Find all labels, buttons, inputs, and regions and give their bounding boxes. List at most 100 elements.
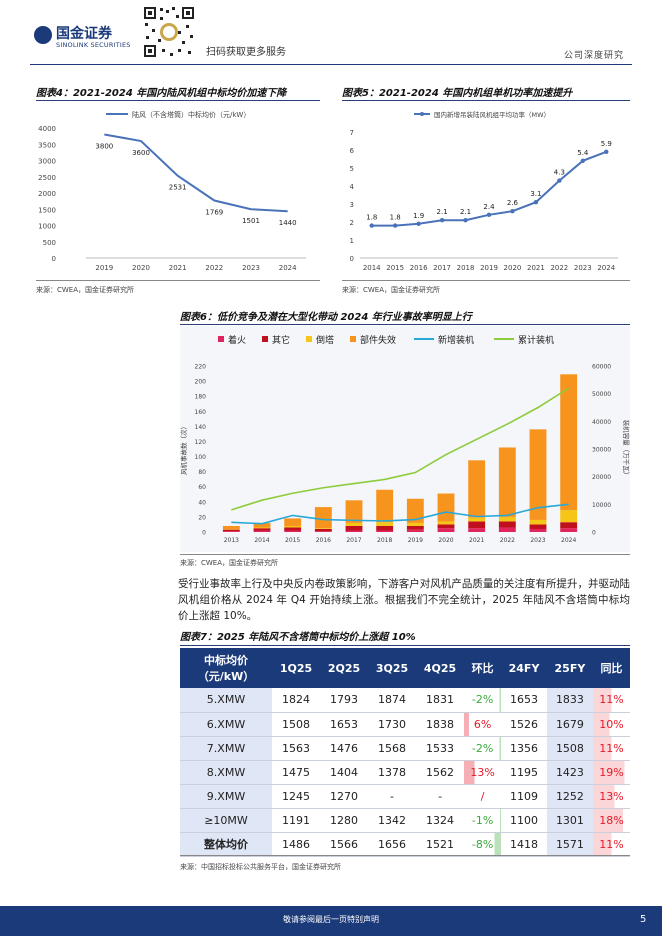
fig5-data-point (439, 218, 445, 223)
fig6-bar-segment (437, 524, 455, 529)
fig5-xtick-label: 2016 (410, 264, 428, 272)
fig6-bar-segment (222, 529, 240, 532)
fig4-ytick-label: 4000 (38, 125, 56, 133)
cell-label: 6.XMW (180, 712, 272, 737)
fig6-bar-segment (284, 530, 302, 532)
header-divider (30, 64, 632, 65)
cell-q4: 1831 (416, 688, 465, 713)
cell-q4: 1521 (416, 832, 465, 857)
cell-fy25: 1252 (546, 784, 593, 809)
figure5-chart: 国内新增吊装陆风机组平均功率（MW） 7 6 5 4 3 2 1 0 1.8 2014 1.8 2015… (350, 110, 618, 272)
fig6-bar-segment (314, 528, 332, 532)
cell-label: 5.XMW (180, 688, 272, 713)
fig6-ylabel-right: 装机容量（万千瓦） (622, 420, 630, 479)
figure7-bottom-rule (180, 855, 630, 856)
table-row: 8.XMW 1475 1404 1378 1562 13% 1195 1423 19% (180, 760, 630, 785)
qr-code-icon[interactable] (142, 5, 196, 59)
fig6-bar-segment (498, 447, 516, 517)
cell-fy25: 1679 (546, 712, 593, 737)
cell-q2: 1280 (320, 808, 369, 833)
fig4-xtick-label: 2024 (279, 264, 297, 272)
fig6-line-series (231, 503, 569, 525)
cell-qoq: 6% (464, 712, 502, 737)
cell-fy25: 1571 (546, 832, 593, 857)
figure7-rule (180, 645, 630, 646)
fig6-legend-swatch (306, 336, 312, 342)
fig6-legend-swatch (262, 336, 268, 342)
cell-q3: 1730 (368, 712, 417, 737)
fig6-bar-segment (253, 527, 271, 529)
cell-yoy: 19% (592, 760, 630, 785)
price-table: 中标均价（元/kW） 1Q25 2Q25 3Q25 4Q25 环比 24FY 2… (180, 648, 630, 857)
cell-label: 9.XMW (180, 784, 272, 809)
fig6-bar-segment (560, 510, 578, 523)
cell-label: 整体均价 (180, 832, 272, 857)
fig5-xtick-label: 2023 (574, 264, 592, 272)
fig6-ytick-left: 160 (195, 409, 207, 416)
fig5-xtick-label: 2021 (527, 264, 545, 272)
table-row: 整体均价 1486 1566 1656 1521 -8% 1418 1571 11% (180, 832, 630, 857)
fig5-xtick-label: 2015 (386, 264, 404, 272)
figure6-chart: 着火 其它 倒塔 部件失效 新增装机 累计装机2202001801601401201008… (180, 326, 630, 552)
fig4-ytick-label: 3000 (38, 158, 56, 166)
fig6-bar-segment (345, 525, 363, 531)
fig6-bar-segment (437, 493, 455, 522)
fig6-bar-segment (253, 530, 271, 532)
fig6-bar-segment (560, 528, 578, 532)
fig5-ytick-label: 1 (350, 237, 354, 245)
fig5-xtick-label: 2020 (504, 264, 522, 272)
cell-qoq: 13% (464, 760, 502, 785)
fig5-xtick-label: 2019 (480, 264, 498, 272)
cell-q3: 1874 (368, 688, 417, 713)
table-header-row: 中标均价（元/kW） 1Q25 2Q25 3Q25 4Q25 环比 24FY 2… (180, 648, 630, 688)
fig6-ytick-left: 80 (198, 469, 206, 476)
figure4-title: 图表4：2021-2024 年国内陆风机组中标均价加速下降 (36, 88, 287, 99)
fig6-xtick-label: 2016 (316, 537, 331, 544)
fig6-xtick-label: 2015 (285, 537, 300, 544)
fig6-bar-segment (468, 517, 486, 522)
fig6-ytick-right: 30000 (592, 447, 611, 454)
cell-q4: - (416, 784, 465, 809)
fig6-bar-segment (345, 522, 363, 526)
fig5-data-label: 1.8 (390, 214, 401, 222)
fig6-bar-segment (314, 507, 332, 529)
table-row: 7.XMW 1563 1476 1568 1533 -2% 1356 1508 11% (180, 736, 630, 761)
cell-q2: 1404 (320, 760, 369, 785)
fig6-bar-segment (253, 528, 271, 531)
cell-fy24: 1418 (501, 832, 547, 857)
fig6-xtick-label: 2021 (469, 537, 484, 544)
figure5-rule (342, 100, 630, 101)
cell-qoq: / (464, 784, 502, 809)
fig5-data-label: 5.4 (577, 149, 589, 157)
figure5-title: 图表5：2021-2024 年国内机组单机功率加速提升 (342, 88, 573, 99)
col-header-3q25: 3Q25 (368, 648, 417, 688)
fig4-legend-label: 陆风（不含塔筒）中标均价（元/kW） (132, 110, 250, 119)
fig6-ytick-left: 120 (195, 439, 207, 446)
cell-qoq: -2% (464, 688, 502, 713)
fig6-bar-segment (284, 518, 302, 526)
fig6-bar-segment (529, 528, 547, 532)
cell-yoy: 11% (592, 832, 630, 857)
fig4-ytick-label: 0 (52, 255, 56, 263)
figure5-source: 来源：CWEA，国金证券研究所 (342, 286, 441, 294)
fig6-bar-segment (253, 522, 271, 528)
fig6-ytick-right: 40000 (592, 419, 611, 426)
figure6-title: 图表6：低价竞争及潜在大型化带动 2024 年行业事故率明显上行 (180, 312, 472, 323)
fig5-data-label: 2.4 (483, 203, 495, 211)
fig4-xtick-label: 2019 (95, 264, 113, 272)
fig5-ytick-label: 6 (350, 147, 355, 155)
fig6-ytick-left: 220 (195, 364, 207, 371)
cell-q2: 1653 (320, 712, 369, 737)
fig5-xtick-label: 2022 (550, 264, 568, 272)
fig6-bar-segment (376, 530, 394, 532)
fig4-data-label: 1440 (279, 219, 297, 227)
cell-yoy: 11% (592, 688, 630, 713)
fig6-bar-segment (468, 528, 486, 532)
fig6-legend-label: 部件失效 (360, 334, 396, 346)
fig6-ytick-left: 20 (198, 514, 206, 521)
fig5-data-point (416, 221, 421, 226)
cell-fy25: 1423 (546, 760, 593, 785)
cell-q1: 1191 (272, 808, 321, 833)
fig6-ylabel-left: 风机事故数（次） (180, 423, 188, 475)
fig6-ytick-left: 0 (202, 530, 206, 537)
